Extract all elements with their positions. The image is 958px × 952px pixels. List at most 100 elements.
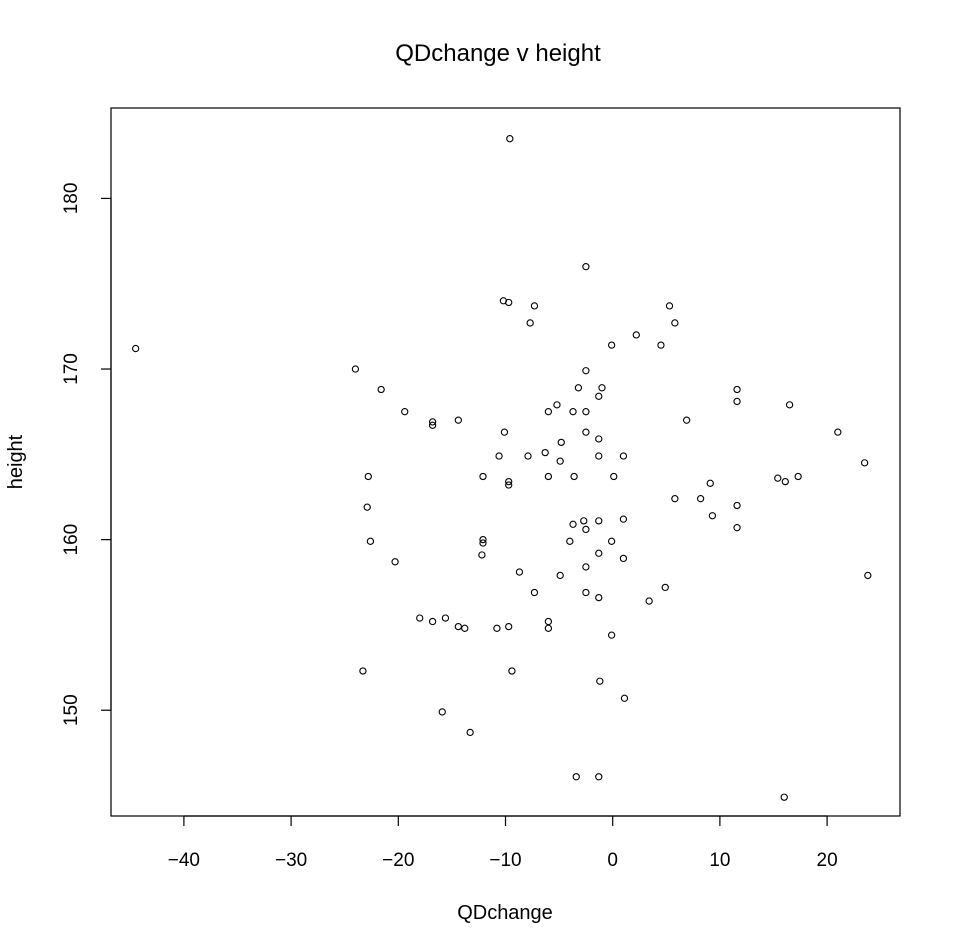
data-point bbox=[582, 525, 590, 534]
data-point bbox=[661, 583, 669, 592]
data-point bbox=[557, 438, 565, 447]
data-point bbox=[401, 408, 409, 416]
data-point bbox=[479, 472, 487, 481]
y-axis-label: height bbox=[5, 434, 27, 489]
data-point bbox=[595, 773, 603, 781]
x-tick-label: −40 bbox=[168, 850, 200, 871]
data-point bbox=[478, 551, 486, 559]
data-point bbox=[582, 263, 590, 271]
x-tick-label: 0 bbox=[607, 850, 618, 871]
data-point bbox=[493, 624, 501, 632]
data-point bbox=[544, 408, 553, 416]
data-point bbox=[544, 617, 553, 626]
data-point bbox=[834, 428, 842, 436]
data-point bbox=[774, 474, 782, 482]
data-point bbox=[582, 588, 590, 597]
data-point bbox=[416, 614, 424, 622]
points-layer bbox=[132, 135, 872, 801]
data-point bbox=[598, 384, 606, 392]
y-axis: 150 160 170 180 bbox=[61, 183, 112, 726]
data-point bbox=[364, 472, 372, 481]
data-point bbox=[595, 549, 603, 557]
data-point bbox=[428, 421, 437, 429]
data-point bbox=[359, 667, 367, 675]
data-point bbox=[441, 614, 450, 622]
data-point bbox=[785, 401, 794, 409]
data-point bbox=[500, 428, 509, 436]
data-point bbox=[595, 452, 603, 460]
data-point bbox=[595, 517, 603, 525]
data-point bbox=[438, 708, 446, 716]
data-point bbox=[363, 503, 371, 511]
y-tick-label: 170 bbox=[61, 353, 82, 385]
x-tick-label: 20 bbox=[817, 850, 838, 871]
data-point bbox=[582, 367, 590, 375]
data-point bbox=[505, 477, 513, 486]
y-tick-label: 160 bbox=[61, 524, 82, 556]
data-point bbox=[495, 452, 503, 460]
data-point bbox=[556, 457, 564, 465]
data-point bbox=[466, 728, 474, 737]
data-point bbox=[530, 302, 539, 310]
data-point bbox=[524, 452, 532, 460]
data-point bbox=[428, 418, 437, 426]
data-point bbox=[595, 593, 603, 602]
data-point bbox=[461, 624, 469, 632]
data-point bbox=[377, 385, 385, 394]
x-tick-label: −10 bbox=[489, 850, 521, 871]
data-point bbox=[515, 568, 524, 576]
data-point bbox=[620, 694, 629, 702]
data-point bbox=[596, 677, 604, 685]
data-point bbox=[479, 535, 487, 544]
data-point bbox=[671, 495, 679, 503]
data-point bbox=[610, 472, 618, 481]
data-point bbox=[366, 537, 375, 545]
data-point bbox=[544, 624, 553, 632]
data-point bbox=[454, 622, 462, 631]
data-point bbox=[733, 501, 741, 510]
x-axis-label: QDchange bbox=[457, 902, 553, 924]
data-point bbox=[607, 341, 616, 349]
data-point bbox=[132, 344, 140, 353]
x-tick-label: −20 bbox=[382, 850, 414, 871]
data-point bbox=[632, 331, 640, 339]
data-point bbox=[569, 408, 577, 416]
data-point bbox=[569, 520, 577, 528]
data-point bbox=[391, 558, 399, 566]
data-point bbox=[541, 448, 549, 457]
data-point bbox=[351, 365, 360, 373]
data-point bbox=[553, 401, 561, 409]
data-point bbox=[505, 298, 513, 307]
data-point bbox=[607, 631, 616, 639]
data-point bbox=[780, 793, 788, 801]
data-point bbox=[479, 539, 487, 547]
data-point bbox=[619, 515, 628, 523]
y-tick-label: 180 bbox=[61, 183, 82, 215]
data-point bbox=[683, 416, 691, 424]
data-point bbox=[619, 452, 628, 460]
data-point bbox=[574, 384, 583, 392]
data-point bbox=[708, 512, 717, 520]
data-point bbox=[733, 385, 741, 394]
data-point bbox=[671, 319, 679, 327]
data-point bbox=[607, 537, 616, 545]
x-tick-label: 10 bbox=[709, 850, 730, 871]
y-tick-label: 150 bbox=[61, 694, 82, 726]
data-point bbox=[526, 319, 534, 327]
data-point bbox=[544, 472, 553, 481]
chart-title: QDchange v height bbox=[395, 40, 601, 67]
data-point bbox=[570, 472, 578, 481]
data-point bbox=[696, 495, 705, 503]
data-point bbox=[582, 428, 590, 436]
data-point bbox=[864, 571, 872, 580]
data-point bbox=[595, 435, 603, 443]
x-axis: −40 −30 −20 −10 0 10 20 bbox=[168, 815, 838, 871]
data-point bbox=[619, 554, 628, 563]
data-point bbox=[733, 524, 741, 532]
data-point bbox=[506, 135, 514, 143]
data-point bbox=[566, 537, 574, 545]
data-point bbox=[665, 302, 674, 310]
data-point bbox=[582, 563, 590, 571]
data-point bbox=[580, 517, 588, 525]
